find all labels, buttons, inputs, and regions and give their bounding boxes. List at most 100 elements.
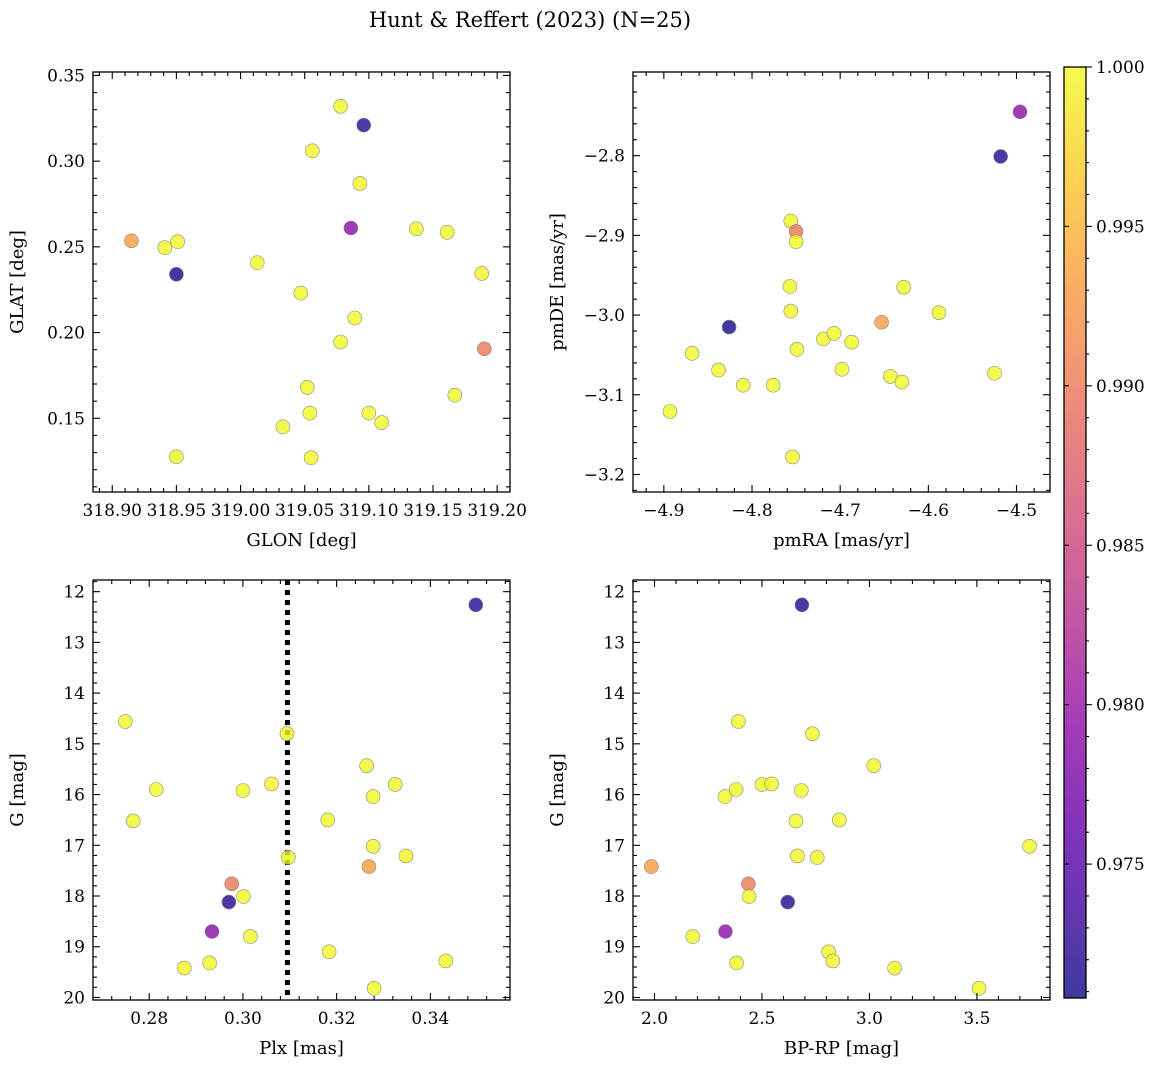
panel-glon-glat: 318.90 318.95 319.00 319.05 319.10 319.15 319.… xyxy=(7,66,527,551)
x-tick-label: 2.0 xyxy=(641,1009,668,1029)
data-point xyxy=(170,234,185,250)
y-tick-label: 15 xyxy=(63,735,85,755)
data-point xyxy=(439,224,455,240)
y-tick-label: 16 xyxy=(63,786,85,806)
data-point xyxy=(320,812,336,828)
data-point xyxy=(780,894,796,910)
data-point xyxy=(783,303,799,319)
y-tick-label: 15 xyxy=(603,735,625,755)
x-tick-label: 318.95 xyxy=(147,501,206,521)
x-axis-label: pmRA [mas/yr] xyxy=(773,530,910,551)
y-tick-label: 13 xyxy=(63,633,85,653)
data-point xyxy=(281,850,296,865)
data-point xyxy=(896,279,911,295)
y-tick-label: 16 xyxy=(603,786,625,806)
data-point xyxy=(794,597,810,613)
data-point xyxy=(125,813,141,829)
x-tick-label: −4.6 xyxy=(908,501,949,521)
data-point xyxy=(832,812,847,828)
data-point xyxy=(987,365,1002,381)
data-point xyxy=(1022,839,1037,854)
data-point xyxy=(361,859,377,874)
data-point xyxy=(685,929,701,944)
y-tick-label: 20 xyxy=(603,988,625,1008)
y-tick-label: 18 xyxy=(63,887,85,907)
data-point xyxy=(447,387,463,403)
data-point xyxy=(866,758,882,773)
data-point xyxy=(788,234,804,250)
data-point xyxy=(249,255,265,270)
data-point xyxy=(684,346,700,361)
data-point xyxy=(887,960,902,976)
y-tick-label: 17 xyxy=(603,836,625,856)
data-point xyxy=(717,789,733,804)
x-tick-label: 319.10 xyxy=(339,501,398,521)
colorbar-tick-label: 0.995 xyxy=(1096,217,1145,237)
data-point xyxy=(343,220,359,236)
data-point xyxy=(275,419,291,435)
data-point xyxy=(347,310,363,326)
data-point xyxy=(735,377,751,393)
data-point xyxy=(279,726,295,741)
y-tick-label: 18 xyxy=(603,887,625,907)
y-tick-label: 0.35 xyxy=(47,66,85,86)
data-point xyxy=(894,374,910,390)
y-tick-label: 12 xyxy=(63,583,85,603)
y-tick-label: −2.8 xyxy=(584,147,625,167)
y-tick-label: 12 xyxy=(603,583,625,603)
data-point xyxy=(148,782,164,797)
colorbar: 0.975 0.980 0.985 0.990 0.995 1.000 xyxy=(1063,58,1145,999)
y-tick-label: −3.0 xyxy=(584,306,625,326)
x-tick-label: 319.05 xyxy=(275,501,334,521)
data-point xyxy=(765,377,781,393)
y-tick-label: 13 xyxy=(603,633,625,653)
data-point xyxy=(398,848,414,864)
data-point xyxy=(303,450,319,466)
x-tick-label: 319.00 xyxy=(211,501,270,521)
data-point xyxy=(728,782,744,797)
data-point xyxy=(299,380,315,395)
y-axis-label: GLAT [deg] xyxy=(7,230,28,334)
y-tick-label: 0.25 xyxy=(47,238,85,258)
x-tick-label: 2.5 xyxy=(748,1009,775,1029)
colorbar-tick-label: 0.985 xyxy=(1096,536,1145,556)
panel-bprp-g: 2.0 2.5 3.0 3.5 12 13 14 15 16 17 18 19 20 BP-RP [mag… xyxy=(547,579,1051,1059)
data-point xyxy=(788,813,804,829)
axes-frame xyxy=(92,71,511,493)
data-point xyxy=(874,314,889,330)
data-point xyxy=(366,981,382,996)
data-point xyxy=(789,342,805,357)
colorbar-gradient xyxy=(1063,66,1087,999)
data-point xyxy=(438,953,454,969)
data-point xyxy=(662,404,678,419)
x-axis-label: GLON [deg] xyxy=(246,530,356,551)
data-point xyxy=(643,859,659,874)
data-point xyxy=(365,789,381,804)
data-point xyxy=(844,334,859,350)
data-point xyxy=(333,98,348,114)
data-point xyxy=(794,783,809,798)
y-tick-label: 17 xyxy=(63,836,85,856)
y-tick-label: 0.30 xyxy=(47,152,85,172)
data-point xyxy=(474,266,490,281)
x-tick-label: 0.28 xyxy=(130,1009,168,1029)
data-point xyxy=(356,117,372,133)
data-point xyxy=(224,876,239,892)
data-point xyxy=(361,405,377,421)
data-point xyxy=(468,597,484,613)
x-tick-label: −4.5 xyxy=(996,501,1037,521)
y-tick-label: −3.1 xyxy=(584,386,625,406)
data-point xyxy=(365,839,381,854)
data-point xyxy=(352,176,368,191)
data-point xyxy=(731,714,746,729)
data-point xyxy=(177,960,192,976)
x-tick-label: 3.0 xyxy=(856,1009,883,1029)
colorbar-tick-label: 0.990 xyxy=(1096,377,1145,397)
data-point xyxy=(805,726,820,741)
y-tick-label: 19 xyxy=(603,938,625,958)
data-point xyxy=(971,981,987,996)
data-point xyxy=(826,326,842,341)
data-point xyxy=(790,848,805,864)
y-axis-label: pmDE [mas/yr] xyxy=(547,213,568,351)
y-axis-label: G [mag] xyxy=(7,753,28,826)
